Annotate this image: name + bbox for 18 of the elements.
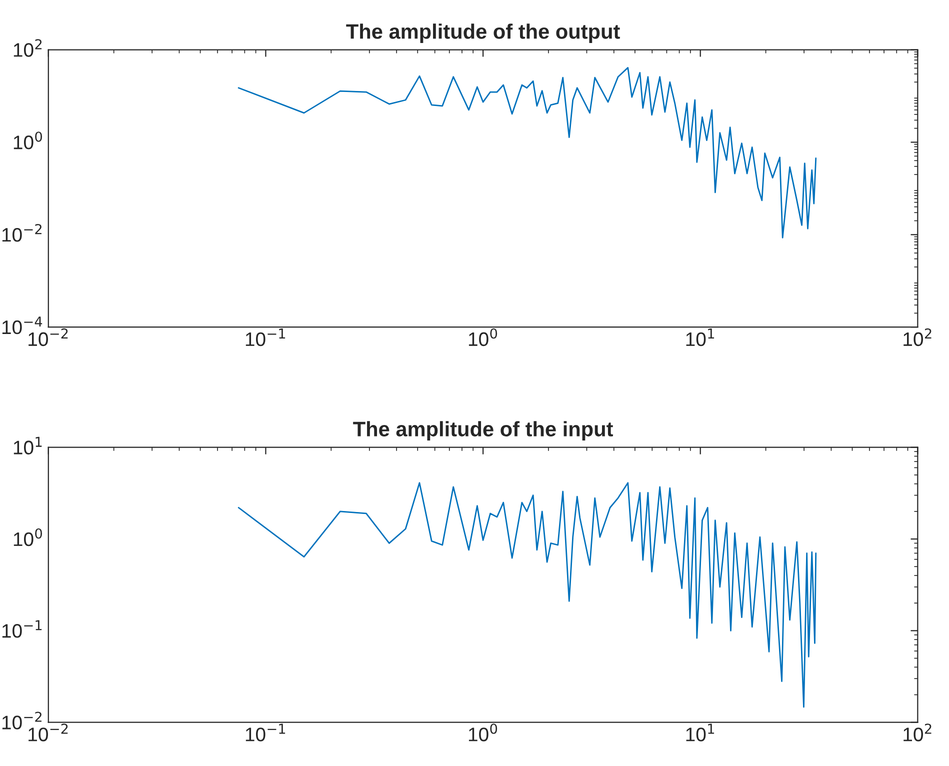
x-tick-label: 10$^{1}$ — [686, 328, 714, 346]
x-tick-label: 10$^{−2}$ — [28, 724, 68, 742]
x-tick-label: 10$^{2}$ — [904, 724, 932, 742]
y-tick-label: 10$^{2}$ — [14, 39, 42, 57]
x-tick-label: 10$^{0}$ — [468, 724, 498, 742]
chart-title: The amplitude of the output — [346, 24, 620, 43]
y-tick-label: 10$^{−2}$ — [2, 224, 42, 242]
x-tick-label: 10$^{2}$ — [904, 328, 932, 346]
chart-title: The amplitude of the input — [353, 421, 613, 441]
x-tick-label: 10$^{−1}$ — [246, 328, 286, 346]
y-tick-label: 10$^{0}$ — [14, 132, 42, 150]
x-tick-label: 10$^{1}$ — [686, 724, 714, 742]
y-tick-label: 10$^{1}$ — [14, 436, 42, 454]
x-tick-label: 10$^{−2}$ — [28, 328, 68, 346]
x-tick-label: 10$^{0}$ — [468, 328, 498, 346]
y-tick-label: 10$^{−1}$ — [2, 620, 42, 638]
x-tick-label: 10$^{−1}$ — [246, 724, 286, 742]
y-tick-label: 10$^{0}$ — [14, 528, 42, 546]
